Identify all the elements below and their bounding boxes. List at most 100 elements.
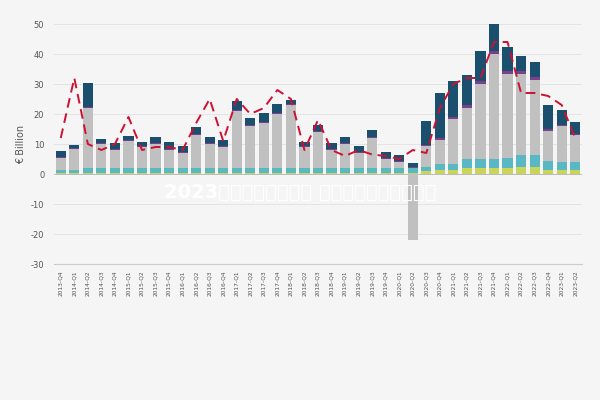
Bar bbox=[340, 143, 350, 144]
Bar bbox=[178, 153, 188, 168]
Bar bbox=[232, 110, 242, 111]
Bar bbox=[259, 123, 269, 168]
Bar bbox=[530, 62, 539, 76]
Bar bbox=[205, 137, 215, 143]
Bar bbox=[218, 168, 229, 172]
Bar bbox=[394, 161, 404, 162]
Bar bbox=[110, 168, 120, 172]
Bar bbox=[421, 144, 431, 146]
Bar bbox=[448, 81, 458, 117]
Bar bbox=[259, 172, 269, 174]
Bar bbox=[448, 118, 458, 164]
Bar bbox=[516, 154, 526, 166]
Bar bbox=[272, 172, 283, 174]
Bar bbox=[286, 172, 296, 174]
Bar bbox=[394, 155, 404, 161]
Bar bbox=[69, 172, 79, 174]
Bar bbox=[530, 166, 539, 174]
Bar bbox=[489, 24, 499, 51]
Bar bbox=[232, 172, 242, 174]
Bar bbox=[164, 150, 174, 168]
Bar bbox=[69, 170, 79, 172]
Bar bbox=[340, 144, 350, 168]
Bar bbox=[56, 172, 66, 174]
Bar bbox=[570, 135, 580, 162]
Bar bbox=[286, 105, 296, 168]
Bar bbox=[124, 136, 134, 140]
Bar bbox=[124, 168, 134, 172]
Bar bbox=[380, 158, 391, 159]
Bar bbox=[448, 164, 458, 170]
Bar bbox=[421, 146, 431, 166]
Bar bbox=[97, 143, 106, 144]
Bar bbox=[502, 158, 512, 168]
Bar bbox=[245, 172, 256, 174]
Bar bbox=[543, 160, 553, 170]
Bar bbox=[137, 142, 147, 146]
Bar bbox=[353, 153, 364, 168]
Bar bbox=[151, 168, 161, 172]
Bar bbox=[286, 100, 296, 104]
Bar bbox=[326, 172, 337, 174]
Bar bbox=[313, 168, 323, 172]
Bar bbox=[83, 83, 93, 107]
Bar bbox=[164, 168, 174, 172]
Bar bbox=[326, 150, 337, 168]
Bar bbox=[272, 113, 283, 114]
Bar bbox=[313, 172, 323, 174]
Bar bbox=[313, 125, 323, 131]
Bar bbox=[557, 110, 567, 124]
Bar bbox=[367, 130, 377, 137]
Bar bbox=[218, 172, 229, 174]
Bar bbox=[299, 147, 310, 168]
Bar bbox=[353, 172, 364, 174]
Bar bbox=[83, 172, 93, 174]
Y-axis label: € Billion: € Billion bbox=[16, 124, 26, 164]
Bar bbox=[313, 131, 323, 132]
Bar bbox=[502, 168, 512, 174]
Bar bbox=[557, 126, 567, 162]
Bar bbox=[421, 121, 431, 144]
Bar bbox=[475, 84, 485, 159]
Bar bbox=[272, 114, 283, 168]
Bar bbox=[97, 168, 106, 172]
Bar bbox=[557, 162, 567, 170]
Bar bbox=[110, 149, 120, 150]
Bar bbox=[110, 172, 120, 174]
Bar bbox=[435, 93, 445, 138]
Bar bbox=[164, 149, 174, 150]
Bar bbox=[178, 168, 188, 172]
Bar bbox=[367, 138, 377, 168]
Bar bbox=[557, 170, 567, 174]
Bar bbox=[570, 162, 580, 170]
Bar bbox=[353, 146, 364, 152]
Bar bbox=[232, 101, 242, 110]
Bar bbox=[191, 168, 201, 172]
Bar bbox=[83, 107, 93, 108]
Bar bbox=[56, 170, 66, 172]
Bar bbox=[164, 142, 174, 149]
Bar bbox=[530, 154, 539, 166]
Bar bbox=[218, 140, 229, 146]
Bar bbox=[448, 117, 458, 118]
Bar bbox=[218, 147, 229, 168]
Bar bbox=[205, 168, 215, 172]
Bar bbox=[489, 54, 499, 159]
Bar bbox=[326, 168, 337, 172]
Bar bbox=[489, 168, 499, 174]
Bar bbox=[489, 51, 499, 54]
Bar bbox=[56, 158, 66, 170]
Bar bbox=[97, 144, 106, 168]
Bar bbox=[137, 168, 147, 172]
Bar bbox=[124, 172, 134, 174]
Bar bbox=[462, 75, 472, 105]
Bar bbox=[421, 171, 431, 174]
Bar bbox=[299, 146, 310, 147]
Bar bbox=[299, 168, 310, 172]
Bar bbox=[191, 126, 201, 134]
Bar bbox=[272, 168, 283, 172]
Bar bbox=[69, 144, 79, 148]
Bar bbox=[380, 168, 391, 172]
Bar bbox=[259, 168, 269, 172]
Bar bbox=[205, 144, 215, 168]
